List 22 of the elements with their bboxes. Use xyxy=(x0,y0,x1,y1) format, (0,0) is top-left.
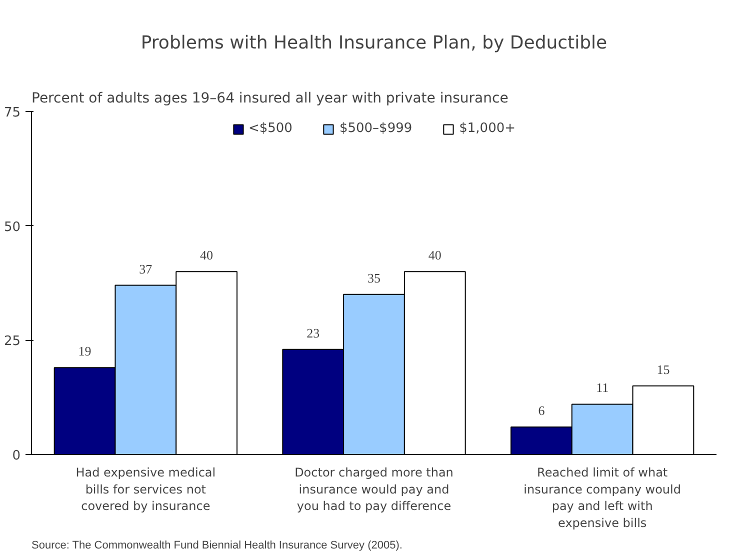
data-label: 40 xyxy=(200,248,214,263)
legend-label: $1,000+ xyxy=(459,121,516,136)
x-tick-label: Had expensive medical bills for services not covered by insurance xyxy=(76,466,216,514)
source-note: Source: The Commonwealth Fund Biennial Health Insurance Survey (2005). xyxy=(32,540,402,552)
chart-subtitle: Percent of adults ages 19–64 insured all year with private insurance xyxy=(32,90,508,106)
data-label: 23 xyxy=(306,325,320,340)
data-label: 6 xyxy=(538,403,546,418)
data-label: 11 xyxy=(596,380,609,396)
y-tick-label: 50 xyxy=(4,220,21,235)
legend-label: <$500 xyxy=(248,121,292,136)
data-label: 37 xyxy=(139,261,153,276)
data-label: 35 xyxy=(368,270,380,286)
y-tick-label: 25 xyxy=(4,334,21,350)
y-tick-label: 75 xyxy=(4,106,21,120)
legend-label: $500–$999 xyxy=(339,121,412,136)
x-tick-label: Doctor charged more than insurance would pay and you had to pay difference xyxy=(294,466,454,514)
chart-title: Problems with Health Insurance Plan, by Deductible xyxy=(140,32,608,54)
data-label: 15 xyxy=(656,362,670,377)
data-label: 40 xyxy=(428,248,442,263)
data-label: 19 xyxy=(78,344,92,359)
y-tick-label: 0 xyxy=(12,448,21,464)
x-tick-label: Reached limit of what insurance company would pay and left with expensive bills xyxy=(524,466,681,530)
